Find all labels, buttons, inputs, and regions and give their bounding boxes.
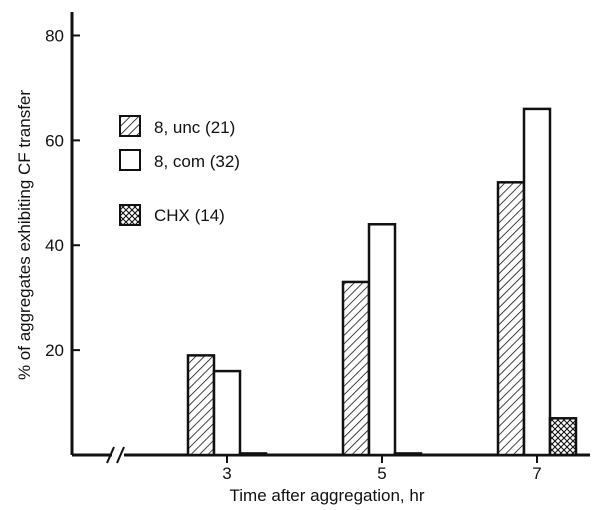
bar-8-com-7hr bbox=[522, 107, 552, 457]
x-tick-label: 5 bbox=[377, 464, 386, 483]
legend-swatch-chx bbox=[119, 204, 141, 226]
legend-swatch-8-com bbox=[119, 149, 141, 171]
y-tick-label: 60 bbox=[45, 131, 64, 150]
y-tick-label: 40 bbox=[45, 236, 64, 255]
bars bbox=[186, 107, 578, 457]
x-axis-break-mark bbox=[106, 446, 125, 464]
legend-swatch-8-unc bbox=[119, 115, 141, 137]
x-tick-label: 7 bbox=[532, 464, 541, 483]
legend: 8, unc (21) 8, com (32) CHX (14) bbox=[119, 115, 240, 226]
legend-label-8-unc: 8, unc (21) bbox=[154, 118, 235, 137]
bar-8-unc-5hr bbox=[341, 280, 371, 457]
x-axis-ticks: 3 5 7 bbox=[222, 455, 542, 483]
y-axis-title: % of aggregates exhibiting CF transfer bbox=[15, 90, 34, 380]
bar-chx-3hr bbox=[238, 452, 268, 457]
bar-8-com-3hr bbox=[212, 369, 242, 457]
legend-label-chx: CHX (14) bbox=[154, 206, 225, 225]
legend-label-8-com: 8, com (32) bbox=[154, 152, 240, 171]
bar-8-com-5hr bbox=[367, 223, 397, 457]
y-tick-label: 20 bbox=[45, 341, 64, 360]
bar-chx-7hr bbox=[548, 417, 578, 457]
bar-8-unc-3hr bbox=[186, 354, 216, 457]
x-tick-label: 3 bbox=[222, 464, 231, 483]
y-tick-label: 80 bbox=[45, 26, 64, 45]
bar-chx-5hr bbox=[393, 452, 423, 457]
bar-8-unc-7hr bbox=[496, 181, 526, 457]
y-axis-ticks: 20 40 60 80 bbox=[45, 26, 80, 360]
x-axis-title: Time after aggregation, hr bbox=[230, 486, 425, 505]
